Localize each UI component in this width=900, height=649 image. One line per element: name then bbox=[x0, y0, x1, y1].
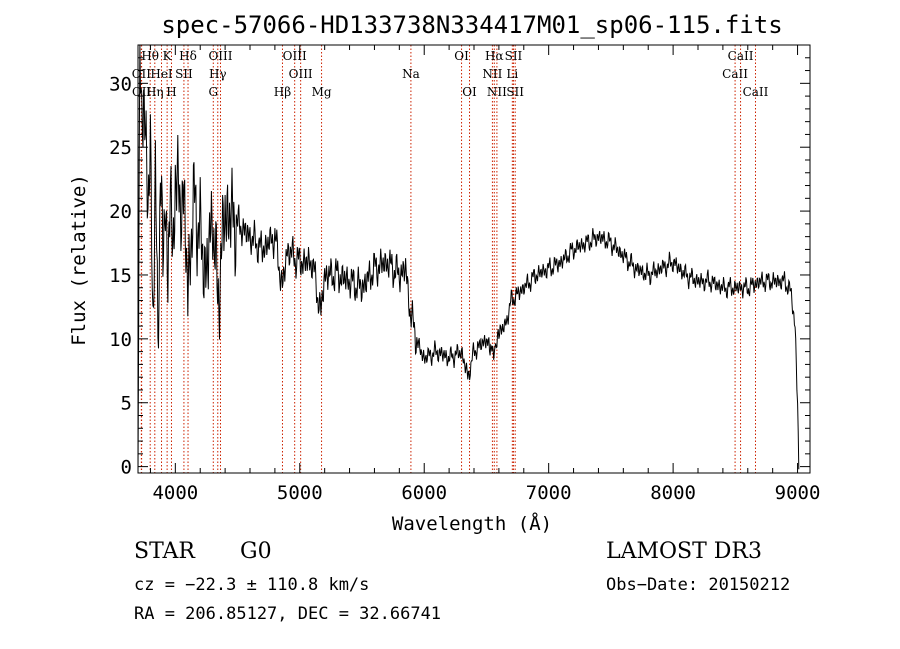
x-tick-label-6000: 6000 bbox=[401, 482, 447, 504]
ra-dec-coordinates: RA = 206.85127, DEC = 32.66741 bbox=[134, 604, 441, 624]
emission-line-label-16: Li bbox=[506, 67, 518, 81]
series-layer bbox=[137, 44, 800, 474]
emission-line-label-8: CaII bbox=[728, 49, 754, 63]
emission-line-markers bbox=[140, 45, 756, 473]
object-class: STAR bbox=[134, 539, 196, 564]
emission-line-label-21: G bbox=[208, 85, 218, 99]
emission-line-label-24: OI bbox=[462, 85, 477, 99]
emission-line-label-13: OIII bbox=[289, 67, 313, 81]
x-tick-label-9000: 9000 bbox=[775, 482, 821, 504]
chart-title: spec-57066-HD133738N334417M01_sp06-115.f… bbox=[161, 11, 782, 39]
plot-frame bbox=[137, 44, 811, 474]
emission-line-label-19: Hη bbox=[146, 85, 164, 99]
x-tick-label-8000: 8000 bbox=[650, 482, 696, 504]
emission-line-label-17: CaII bbox=[722, 67, 748, 81]
emission-line-label-1: K bbox=[163, 49, 173, 63]
observation-date: Obs−Date: 20150212 bbox=[606, 575, 790, 595]
emission-line-label-12: Hγ bbox=[209, 67, 227, 81]
y-tick-label-20: 20 bbox=[109, 201, 132, 223]
y-tick-label-0: 0 bbox=[121, 457, 132, 479]
x-axis-label: Wavelength (Å) bbox=[392, 512, 552, 535]
y-tick-label-30: 30 bbox=[109, 73, 132, 95]
y-tick-label-15: 15 bbox=[109, 265, 132, 287]
spectrum-series bbox=[137, 44, 800, 474]
emission-line-label-10: HeI bbox=[150, 67, 173, 81]
redshift-velocity: cz = −22.3 ± 110.8 km/s bbox=[134, 575, 369, 595]
x-tick-label-4000: 4000 bbox=[152, 482, 198, 504]
x-tick-label-5000: 5000 bbox=[277, 482, 323, 504]
emission-line-label-23: Mg bbox=[312, 85, 332, 99]
survey-name: LAMOST DR3 bbox=[606, 539, 762, 564]
emission-line-label-22: Hβ bbox=[274, 85, 291, 99]
emission-line-label-11: SII bbox=[175, 67, 193, 81]
object-subclass: G0 bbox=[240, 539, 272, 564]
emission-line-label-7: SII bbox=[505, 49, 523, 63]
x-axis: 4000 5000 6000 7000 8000 9000 bbox=[149, 45, 821, 504]
emission-line-label-9: OII bbox=[132, 67, 152, 81]
emission-line-label-20: H bbox=[166, 85, 176, 99]
emission-line-label-5: OI bbox=[454, 49, 469, 63]
y-tick-label-10: 10 bbox=[109, 329, 132, 351]
x-tick-label-7000: 7000 bbox=[526, 482, 572, 504]
emission-line-label-3: OIII bbox=[208, 49, 232, 63]
emission-line-label-26: SII bbox=[506, 85, 524, 99]
y-tick-label-25: 25 bbox=[109, 137, 132, 159]
emission-line-label-27: CaII bbox=[743, 85, 769, 99]
emission-line-label-0: Hθ bbox=[141, 49, 159, 63]
emission-line-label-25: NII bbox=[487, 85, 507, 99]
y-tick-label-5: 5 bbox=[121, 393, 132, 415]
y-axis: 0 5 10 15 20 25 30 bbox=[109, 57, 810, 479]
emission-line-label-4: OIII bbox=[283, 49, 307, 63]
y-axis-label: Flux (relative) bbox=[68, 174, 90, 346]
emission-line-label-6: Hα bbox=[485, 49, 504, 63]
emission-line-label-14: Na bbox=[402, 67, 420, 81]
emission-line-label-2: Hδ bbox=[179, 49, 197, 63]
emission-line-label-15: NII bbox=[482, 67, 502, 81]
